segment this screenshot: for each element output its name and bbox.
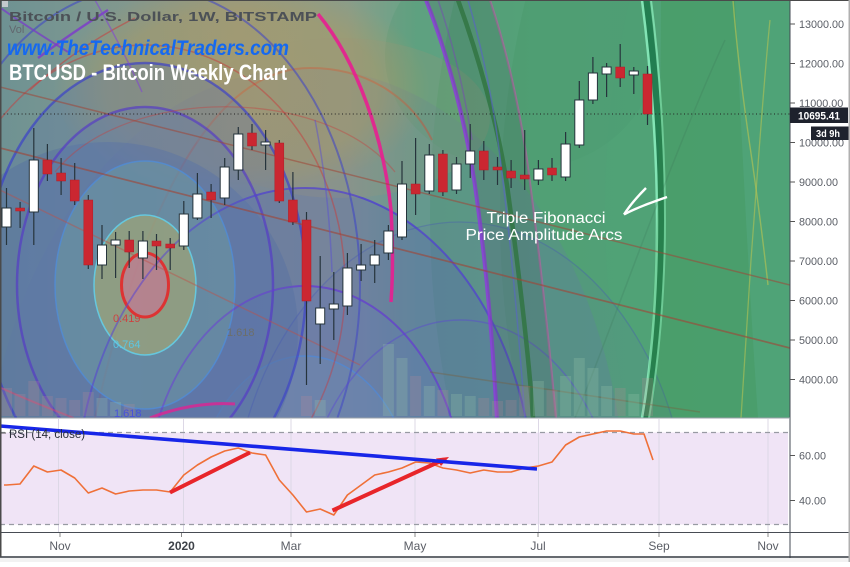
svg-text:Mar: Mar xyxy=(281,539,302,553)
svg-text:5000.00: 5000.00 xyxy=(799,335,838,347)
svg-text:Price Amplitude Arcs: Price Amplitude Arcs xyxy=(466,227,623,244)
svg-text:9000.00: 9000.00 xyxy=(799,177,838,189)
svg-text:1.618: 1.618 xyxy=(114,408,142,420)
svg-text:RSI (14, close): RSI (14, close) xyxy=(9,429,85,441)
svg-text:Nov: Nov xyxy=(49,539,70,553)
svg-text:12000.00: 12000.00 xyxy=(799,58,844,70)
svg-text:10695.41: 10695.41 xyxy=(798,111,840,123)
svg-text:8000.00: 8000.00 xyxy=(799,216,838,228)
svg-text:Bitcoin / U.S. Dollar, 1W, BIT: Bitcoin / U.S. Dollar, 1W, BITSTAMP xyxy=(9,9,317,24)
svg-text:40.00: 40.00 xyxy=(799,495,826,507)
svg-text:Sep: Sep xyxy=(648,539,670,553)
svg-text:0.764: 0.764 xyxy=(113,339,141,351)
svg-text:Triple Fibonacci: Triple Fibonacci xyxy=(487,210,606,227)
svg-text:11000.00: 11000.00 xyxy=(799,98,843,110)
svg-text:1.618: 1.618 xyxy=(227,327,255,339)
svg-text:4000.00: 4000.00 xyxy=(799,374,838,386)
svg-text:7000.00: 7000.00 xyxy=(799,256,838,268)
svg-text:BTCUSD - Bitcoin Weekly Chart: BTCUSD - Bitcoin Weekly Chart xyxy=(9,60,288,85)
svg-text:10000.00: 10000.00 xyxy=(799,137,844,149)
svg-text:60.00: 60.00 xyxy=(799,450,826,462)
svg-text:May: May xyxy=(404,539,427,553)
svg-text:2020: 2020 xyxy=(168,539,195,553)
svg-text:Nov: Nov xyxy=(757,539,778,553)
svg-text:6000.00: 6000.00 xyxy=(799,295,838,307)
svg-text:13000.00: 13000.00 xyxy=(799,19,844,31)
svg-text:0.419: 0.419 xyxy=(113,313,141,325)
svg-text:3d 9h: 3d 9h xyxy=(816,128,840,140)
svg-text:www.TheTechnicalTraders.com: www.TheTechnicalTraders.com xyxy=(7,37,289,60)
svg-text:Jul: Jul xyxy=(530,539,545,553)
svg-text:Vol: Vol xyxy=(9,24,24,36)
